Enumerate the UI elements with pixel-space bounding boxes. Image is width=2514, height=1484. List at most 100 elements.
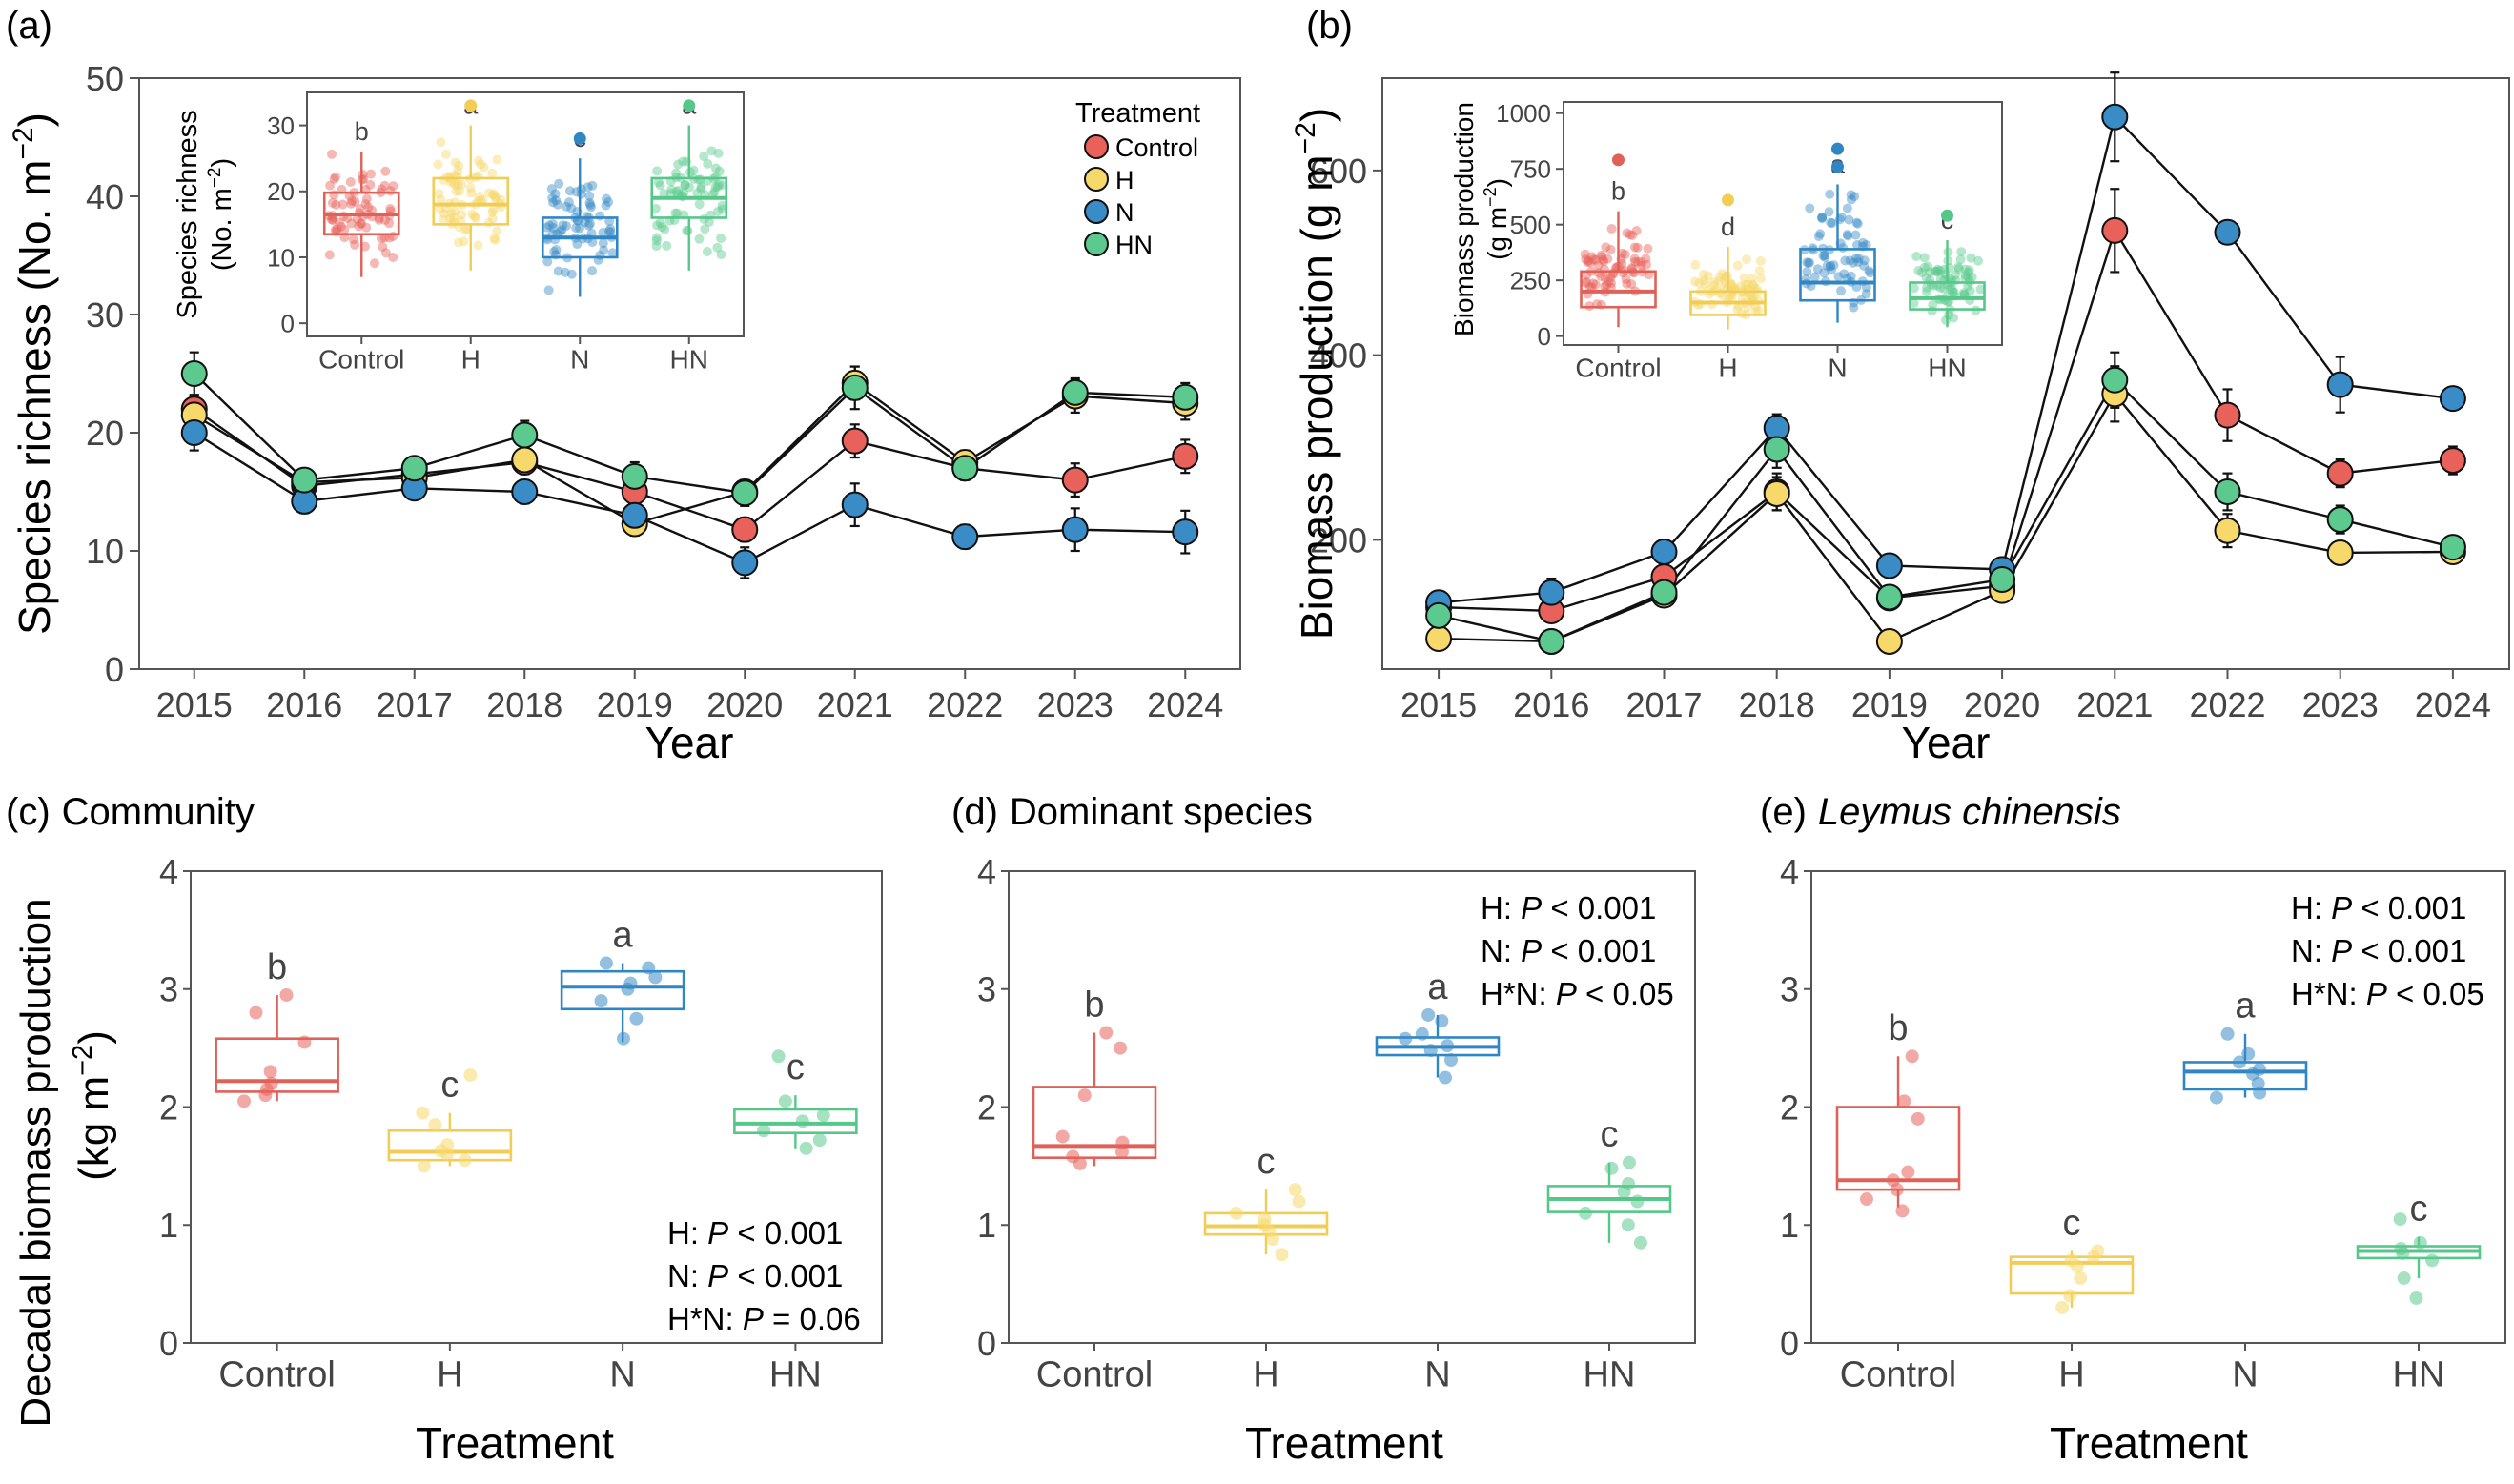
jitter-point — [326, 214, 337, 225]
jitter-point — [489, 234, 500, 244]
data-point-control — [2101, 216, 2129, 244]
x-tick-label: Control — [318, 345, 404, 375]
jitter-point — [334, 217, 344, 228]
jitter-point — [473, 155, 483, 166]
jitter-point — [1584, 282, 1595, 293]
data-point — [757, 1124, 771, 1138]
jitter-point — [388, 252, 399, 262]
box-control — [1580, 270, 1657, 309]
jitter-point — [491, 192, 501, 202]
jitter-point — [1690, 259, 1701, 270]
jitter-point — [672, 208, 683, 218]
data-point-n — [1650, 538, 1678, 565]
jitter-point — [1949, 313, 1959, 323]
x-tick-label: 2022 — [927, 685, 1003, 724]
jitter-point — [488, 205, 499, 215]
jitter-point — [1732, 304, 1743, 315]
panel-d-label-text: (d) — [951, 791, 998, 833]
jitter-point — [1629, 242, 1640, 253]
x-tick-label: N — [2232, 1355, 2258, 1395]
jitter-point — [439, 209, 449, 219]
jitter-point — [451, 186, 461, 196]
jitter-point — [1599, 256, 1609, 267]
stats-p: P — [1521, 933, 1542, 968]
jitter-point — [1935, 274, 1946, 284]
stats-line: H*N: P < 0.05 — [2291, 976, 2484, 1011]
panel-d-x-axis-title: Treatment — [1245, 1418, 1443, 1468]
jitter-point — [1596, 272, 1606, 282]
jitter-point — [459, 236, 469, 247]
data-point — [1895, 1204, 1910, 1218]
jitter-point — [712, 242, 723, 253]
jitter-point — [685, 167, 696, 177]
panel-b-y-axis-title-text: Biomass production (g m — [1292, 154, 1341, 640]
jitter-point — [1748, 293, 1759, 303]
jitter-point — [1951, 270, 1961, 280]
outlier-point — [1612, 153, 1625, 167]
jitter-point — [1735, 281, 1746, 292]
x-tick-label: 2023 — [1037, 685, 1114, 724]
data-point — [1288, 1183, 1302, 1197]
jitter-point — [1865, 268, 1875, 278]
jitter-point — [551, 195, 562, 206]
data-point-h — [1763, 479, 1790, 507]
jitter-point — [330, 225, 340, 235]
x-tick-label: H — [1253, 1355, 1278, 1395]
stats-value: < 0.05 — [2387, 976, 2484, 1011]
panel-b-inset-y-title: Biomass production — [1449, 102, 1479, 336]
stats-line: H: P < 0.001 — [2291, 890, 2466, 925]
y-tick-label: 2 — [1780, 1088, 1799, 1127]
jitter-point — [476, 159, 486, 170]
y-tick-label: 3 — [159, 970, 178, 1009]
jitter-point — [1851, 217, 1862, 228]
jitter-point — [1815, 229, 1826, 239]
data-point — [428, 1118, 442, 1132]
legend-swatch-hn — [1084, 232, 1109, 256]
jitter-point — [1836, 212, 1847, 222]
data-point-h — [1425, 625, 1453, 653]
jitter-point — [363, 202, 374, 213]
x-tick-label: 2019 — [1851, 685, 1928, 724]
jitter-point — [558, 220, 568, 231]
x-tick-label: 2021 — [2076, 685, 2153, 724]
jitter-point — [1953, 262, 1964, 273]
panel-c-y-axis-unit: (kg m−2) — [68, 1030, 117, 1181]
jitter-point — [699, 152, 709, 162]
jitter-point — [557, 225, 567, 235]
data-point — [1292, 1194, 1306, 1209]
significance-letter: c — [1257, 1142, 1276, 1182]
jitter-point — [1911, 251, 1922, 261]
jitter-point — [1708, 277, 1719, 288]
jitter-point — [1717, 291, 1727, 301]
jitter-point — [554, 178, 564, 189]
jitter-point — [469, 212, 480, 222]
legend-label-h: H — [1115, 166, 1134, 194]
jitter-point — [1843, 231, 1853, 241]
jitter-point — [1617, 258, 1627, 269]
jitter-point — [1958, 288, 1969, 298]
panel-e-label-text: (e) — [1760, 791, 1807, 833]
data-point-control — [2439, 447, 2466, 475]
jitter-point — [1973, 255, 1984, 266]
data-point-hn — [841, 374, 869, 401]
jitter-point — [460, 225, 470, 235]
jitter-point — [1747, 273, 1757, 283]
data-point-n — [841, 491, 869, 518]
data-point — [2074, 1271, 2088, 1285]
jitter-point — [356, 218, 366, 229]
jitter-point — [1949, 287, 1959, 297]
y-tick-label: 3 — [1780, 970, 1799, 1009]
panel-b-inset-y-title-unit: (g m−2) — [1481, 178, 1512, 260]
jitter-point — [1602, 279, 1612, 290]
jitter-point — [1605, 278, 1616, 289]
jitter-point — [712, 181, 723, 192]
jitter-point — [1864, 266, 1874, 276]
data-point-n — [2326, 371, 2354, 398]
jitter-point — [653, 177, 664, 188]
data-point — [1423, 1044, 1438, 1058]
jitter-point — [655, 217, 665, 228]
jitter-point — [487, 213, 498, 224]
data-point-n — [621, 501, 648, 529]
data-point — [1066, 1149, 1080, 1164]
